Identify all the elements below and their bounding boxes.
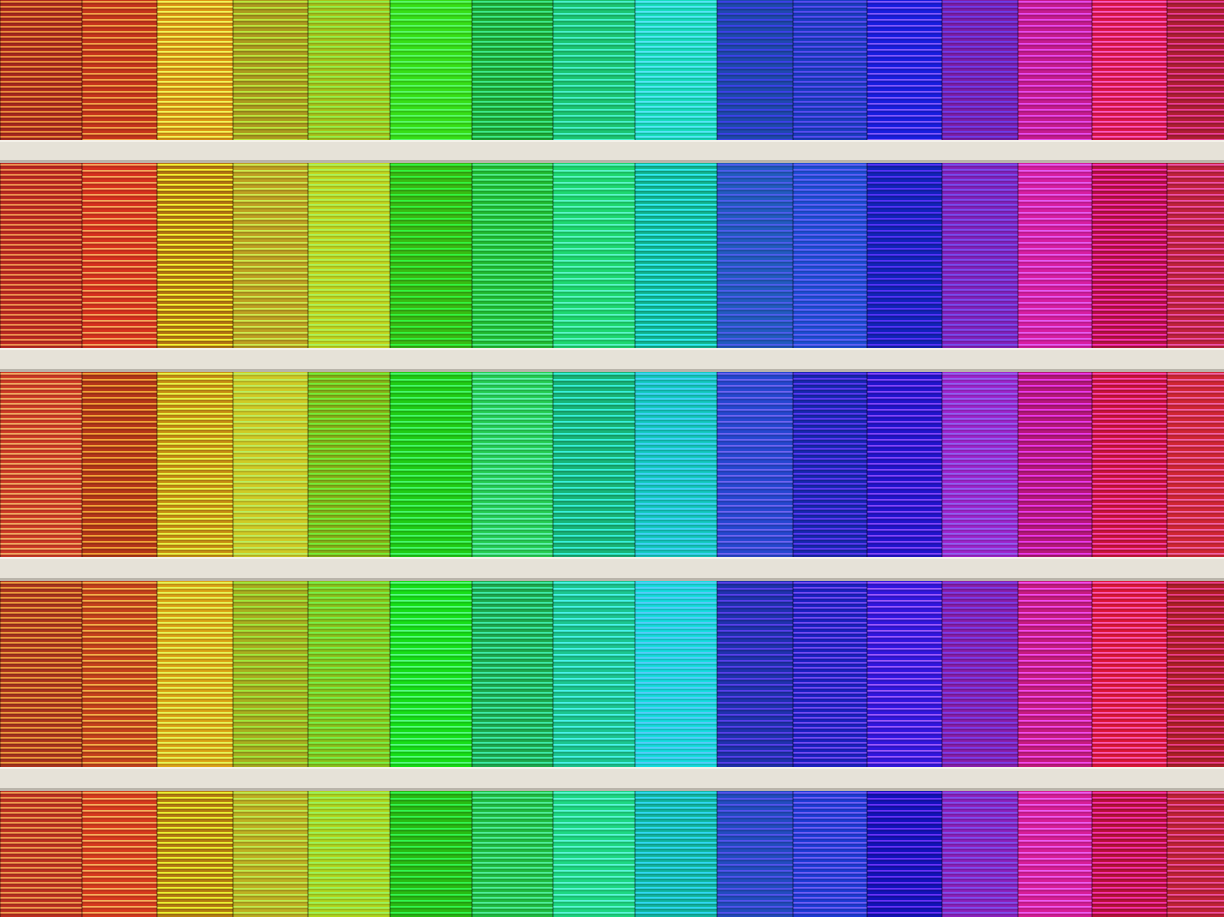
blind-panel [553, 0, 635, 140]
blind-panel [472, 163, 553, 348]
blind-panel [157, 372, 233, 557]
blind-panel [635, 791, 717, 917]
blind-panel [635, 581, 717, 767]
floor-slab [0, 348, 1224, 372]
blind-panel [472, 581, 553, 767]
blind-panel [233, 163, 308, 348]
slab-shadow [0, 369, 1224, 372]
blind-panel [553, 581, 635, 767]
blind-panel [1092, 372, 1167, 557]
blind-panel [82, 0, 157, 140]
blind-panel [867, 163, 942, 348]
blind-panel [308, 372, 390, 557]
blind-panel [0, 581, 82, 767]
blind-panel [82, 791, 157, 917]
blind-panel [82, 163, 157, 348]
slab-shadow [0, 160, 1224, 163]
blind-panel [942, 163, 1018, 348]
blind-panel [867, 791, 942, 917]
blind-panel [553, 372, 635, 557]
floor-slab [0, 140, 1224, 163]
blind-panel [157, 0, 233, 140]
blind-panel [472, 0, 553, 140]
blind-panel [390, 372, 472, 557]
blind-panel [717, 791, 793, 917]
blind-panel [553, 163, 635, 348]
blind-panel [793, 581, 867, 767]
blind-panel [0, 163, 82, 348]
blind-panel [390, 581, 472, 767]
blind-panel [82, 581, 157, 767]
blind-panel [82, 372, 157, 557]
blind-panel [1167, 791, 1224, 917]
blind-panel [1018, 372, 1092, 557]
blind-panel [635, 163, 717, 348]
blind-panel [157, 581, 233, 767]
blind-panel [942, 372, 1018, 557]
slab-shadow [0, 788, 1224, 791]
blind-panel [472, 791, 553, 917]
blind-panel [553, 791, 635, 917]
blind-panel [942, 791, 1018, 917]
blind-panel [1018, 581, 1092, 767]
blind-panel [308, 791, 390, 917]
blind-panel [472, 372, 553, 557]
slab-highlight [0, 140, 1224, 142]
blind-panel [233, 581, 308, 767]
blind-panel [0, 0, 82, 140]
blind-panel [0, 791, 82, 917]
blind-panel [390, 163, 472, 348]
blind-panel [0, 372, 82, 557]
blind-panel [867, 0, 942, 140]
blind-panel [1018, 791, 1092, 917]
blind-panel [1092, 581, 1167, 767]
blind-panel [1092, 163, 1167, 348]
blind-panel [308, 581, 390, 767]
blind-panel [942, 581, 1018, 767]
blind-panel [308, 0, 390, 140]
blind-panel [717, 163, 793, 348]
blind-panel [233, 0, 308, 140]
blind-panel [717, 0, 793, 140]
blind-panel [233, 372, 308, 557]
blind-panel [157, 791, 233, 917]
slab-shadow [0, 578, 1224, 581]
blind-panel [390, 791, 472, 917]
blind-panel [717, 581, 793, 767]
blind-panel [1018, 0, 1092, 140]
blind-panel [717, 372, 793, 557]
blind-panel [308, 163, 390, 348]
blind-panel [1092, 791, 1167, 917]
blind-panel [942, 0, 1018, 140]
blind-panel [1018, 163, 1092, 348]
blind-panel [233, 791, 308, 917]
blind-panel [157, 163, 233, 348]
blind-panel [867, 581, 942, 767]
floor-slab [0, 767, 1224, 791]
slab-highlight [0, 557, 1224, 559]
blind-panel [635, 0, 717, 140]
blind-panel [635, 372, 717, 557]
blind-panel [1167, 581, 1224, 767]
floor-slab [0, 557, 1224, 581]
blind-panel [1092, 0, 1167, 140]
slab-highlight [0, 348, 1224, 350]
blind-panel [1167, 372, 1224, 557]
slab-highlight [0, 767, 1224, 769]
blind-panel [793, 372, 867, 557]
blind-panel [1167, 163, 1224, 348]
blind-panel [867, 372, 942, 557]
blind-panel [793, 163, 867, 348]
blind-panel [793, 0, 867, 140]
blind-panel [1167, 0, 1224, 140]
blind-panel [793, 791, 867, 917]
blind-panel [390, 0, 472, 140]
